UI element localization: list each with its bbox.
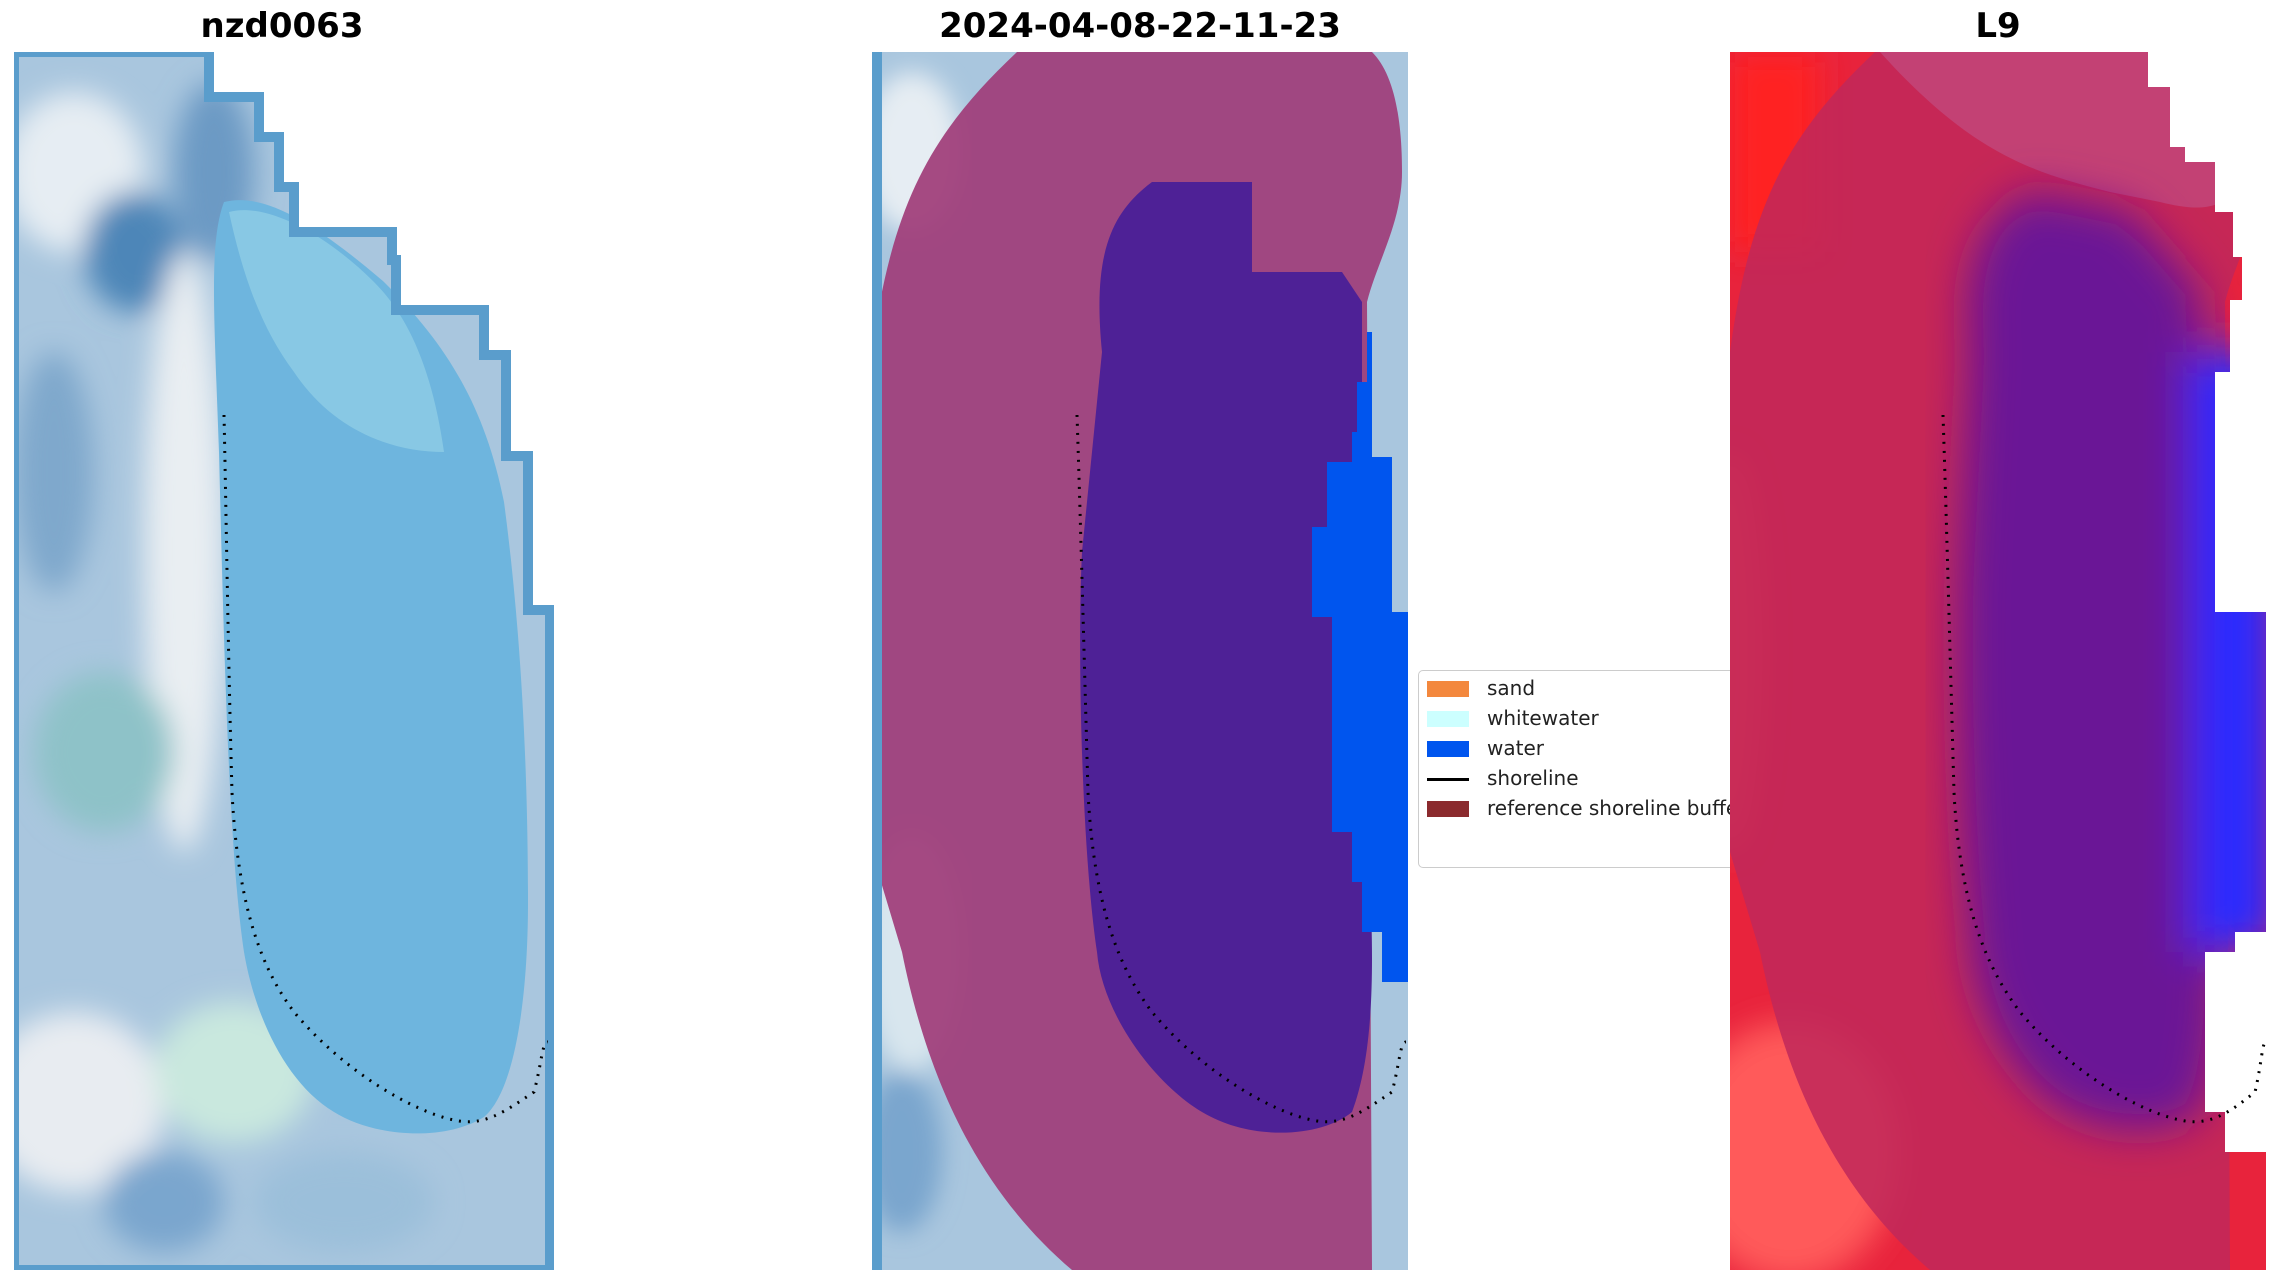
satellite-image [14,52,550,1270]
legend-label: reference shoreline buffer [1487,796,1747,820]
panel-title-date: 2024-04-08-22-11-23 [939,6,1341,46]
legend-label: water [1487,736,1544,760]
whitewater-swatch [1427,711,1469,727]
panel-title-satellite: L9 [1975,6,2021,46]
index-image-panel [1730,52,2267,1270]
legend: sand whitewater water shoreline referenc… [1418,670,1746,868]
legend-label: sand [1487,676,1536,700]
legend-label: whitewater [1487,706,1599,730]
shoreline-line-swatch [1427,778,1469,781]
buffer-swatch [1427,801,1469,817]
rgb-image-panel [14,52,554,1270]
sand-swatch [1427,681,1469,697]
water-swatch [1427,741,1469,757]
panel-title-rgb: nzd0063 [200,6,364,46]
legend-label: shoreline [1487,766,1579,790]
classified-image-panel [872,52,1408,1270]
